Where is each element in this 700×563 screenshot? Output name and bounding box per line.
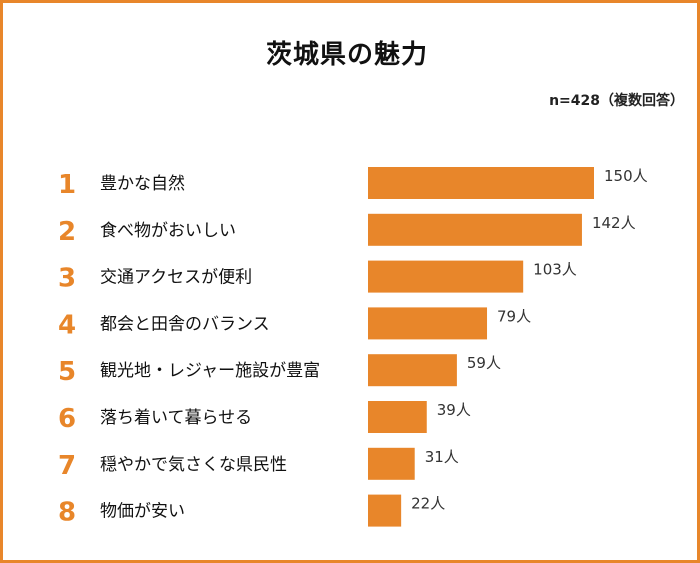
category-label: 穏やかで気さくな県民性 xyxy=(100,455,287,475)
category-label: 都会と田舎のバランス xyxy=(100,314,270,334)
data-label: 59人 xyxy=(467,354,501,372)
category-label: 物価が安い xyxy=(100,502,185,522)
data-label: 142人 xyxy=(592,214,636,232)
bar xyxy=(368,307,488,340)
sample-size-note: n=428（複数回答） xyxy=(549,93,684,109)
bar xyxy=(368,401,427,433)
bar xyxy=(368,447,415,480)
data-label: 150人 xyxy=(604,167,648,185)
category-label: 食べ物がおいしい xyxy=(100,221,236,241)
data-label: 39人 xyxy=(437,401,471,419)
bar xyxy=(368,494,402,527)
rank-number: 1 xyxy=(58,170,76,200)
data-label: 31人 xyxy=(425,448,459,466)
rank-number: 5 xyxy=(58,357,76,387)
bar xyxy=(368,260,524,293)
rank-number: 7 xyxy=(58,451,76,481)
category-label: 交通アクセスが便利 xyxy=(100,268,252,288)
bar xyxy=(368,167,594,199)
category-label: 観光地・レジャー施設が豊富 xyxy=(100,361,320,381)
chart-title: 茨城県の魅力 xyxy=(265,40,428,70)
rank-number: 6 xyxy=(58,404,76,434)
data-label: 79人 xyxy=(497,307,531,325)
rank-number: 4 xyxy=(58,310,76,340)
data-label: 103人 xyxy=(533,261,577,279)
rank-number: 2 xyxy=(58,217,76,247)
category-label: 豊かな自然 xyxy=(100,174,185,194)
rank-number: 3 xyxy=(58,264,76,294)
bar xyxy=(368,213,582,246)
rank-number: 8 xyxy=(58,498,76,528)
data-label: 22人 xyxy=(411,495,445,513)
bar xyxy=(368,354,457,387)
category-label: 落ち着いて暮らせる xyxy=(100,408,252,428)
